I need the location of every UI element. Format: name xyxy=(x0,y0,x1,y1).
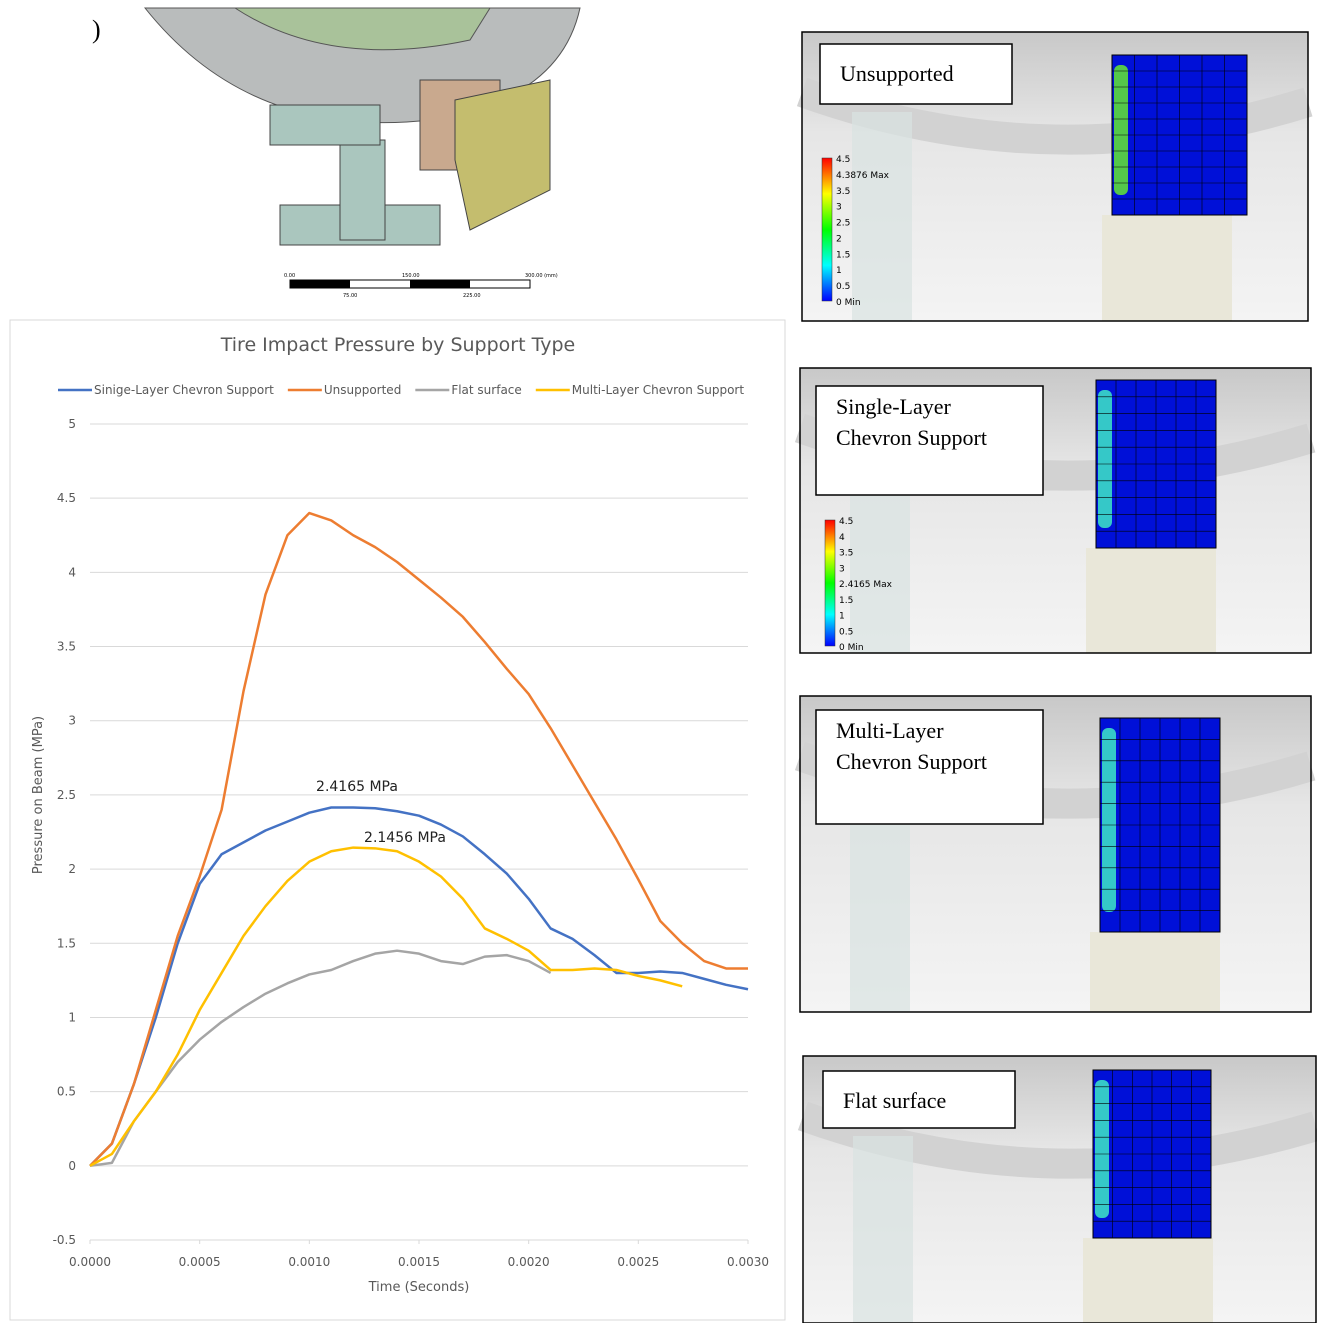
colorbar-label: 1.5 xyxy=(839,596,853,606)
page: {"figure": {"mesh_label": ")", "scale_ba… xyxy=(0,0,1317,1323)
mesh-image xyxy=(145,8,580,288)
legend-label: Unsupported xyxy=(324,383,401,397)
colorbar-label: 2.4165 Max xyxy=(839,580,893,590)
colorbar-label: 2 xyxy=(836,234,842,244)
colorbar-label: 4 xyxy=(839,533,845,543)
scale-label: 0.00 xyxy=(284,273,295,279)
y-tick-label: -0.5 xyxy=(53,1233,76,1247)
legend-label: Flat surface xyxy=(451,383,521,397)
colorbar-label: 3 xyxy=(839,564,845,574)
scale-label: 225.00 xyxy=(463,293,481,299)
scale-label: 300.00 (mm) xyxy=(525,273,558,279)
panel-label: Multi-Layer xyxy=(836,718,944,743)
beam xyxy=(852,112,912,321)
y-tick-label: 4.5 xyxy=(57,491,76,505)
panel-label: Flat surface xyxy=(843,1088,946,1113)
pressure-zone xyxy=(1114,65,1128,195)
result-panel: Single-Layer Chevron Support 4.5 4 3.5 3 2.416… xyxy=(800,368,1311,653)
legend-label: Multi-Layer Chevron Support xyxy=(572,383,745,397)
colorbar-label: 3.5 xyxy=(836,187,850,197)
colorbar-label: 4.3876 Max xyxy=(836,171,890,181)
colorbar-label: 0.5 xyxy=(839,627,853,637)
y-tick-label: 3.5 xyxy=(57,640,76,654)
pressure-zone xyxy=(1095,1080,1109,1218)
panel-label: Chevron Support xyxy=(836,425,987,450)
scale-label: 150.00 xyxy=(402,273,420,279)
y-tick-label: 2 xyxy=(68,862,76,876)
colorbar-label: 4.5 xyxy=(839,517,853,527)
panel-label: Chevron Support xyxy=(836,749,987,774)
x-tick-label: 0.0025 xyxy=(617,1255,659,1269)
colorbar-label: 3.5 xyxy=(839,549,853,559)
x-tick-label: 0.0010 xyxy=(288,1255,330,1269)
y-tick-label: 4 xyxy=(68,565,76,579)
colorbar xyxy=(822,158,832,301)
annotation: 2.4165 MPa xyxy=(316,779,398,795)
y-tick-label: 5 xyxy=(68,417,76,431)
figure: ) 0.00 150.00 300.00 (mm) 75.00 225.00 T… xyxy=(0,0,1317,1323)
panel-label: Unsupported xyxy=(840,61,954,86)
beam xyxy=(1102,215,1232,321)
pressure-zone xyxy=(1102,728,1116,912)
colorbar-label: 0.5 xyxy=(836,282,850,292)
chart-frame xyxy=(10,320,785,1320)
y-tick-label: 3 xyxy=(68,714,76,728)
y-axis-label: Pressure on Beam (MPa) xyxy=(31,716,46,874)
x-axis-label: Time (Seconds) xyxy=(368,1280,470,1295)
pressure-zone xyxy=(1098,390,1112,528)
panel-mark: ) xyxy=(92,15,101,44)
y-tick-label: 1.5 xyxy=(57,936,76,950)
y-tick-label: 0.5 xyxy=(57,1085,76,1099)
legend-label: Sinige-Layer Chevron Support xyxy=(94,383,274,397)
chart-title: Tire Impact Pressure by Support Type xyxy=(220,334,575,356)
colorbar-label: 3 xyxy=(836,203,842,213)
x-tick-label: 0.0015 xyxy=(398,1255,440,1269)
panel-label: Single-Layer xyxy=(836,394,952,419)
x-tick-label: 0.0020 xyxy=(508,1255,550,1269)
x-tick-label: 0.0030 xyxy=(727,1255,769,1269)
x-tick-label: 0.0005 xyxy=(179,1255,221,1269)
y-tick-label: 0 xyxy=(68,1159,76,1173)
colorbar xyxy=(825,520,835,646)
annotation: 2.1456 MPa xyxy=(364,830,446,846)
colorbar-label: 1 xyxy=(839,612,845,622)
beam xyxy=(1083,1238,1213,1323)
y-tick-label: 1 xyxy=(68,1010,76,1024)
colorbar-label: 4.5 xyxy=(836,155,850,165)
x-tick-label: 0.0000 xyxy=(69,1255,111,1269)
result-panel: Multi-Layer Chevron Support xyxy=(800,696,1311,1012)
beam xyxy=(1090,932,1220,1012)
result-panel: Unsupported 4.5 4.3876 Max 3.5 3 2.5 2 1.5 1 0.5 0… xyxy=(802,32,1308,321)
beam xyxy=(1086,548,1216,653)
result-panel: Flat surface xyxy=(803,1056,1316,1323)
colorbar-label: 0 Min xyxy=(836,298,861,308)
colorbar-label: 0 Min xyxy=(839,643,864,653)
beam xyxy=(853,1136,913,1323)
scale-label: 75.00 xyxy=(343,293,357,299)
colorbar-label: 2.5 xyxy=(836,219,850,229)
colorbar-label: 1.5 xyxy=(836,250,850,260)
y-tick-label: 2.5 xyxy=(57,788,76,802)
colorbar-label: 1 xyxy=(836,266,842,276)
